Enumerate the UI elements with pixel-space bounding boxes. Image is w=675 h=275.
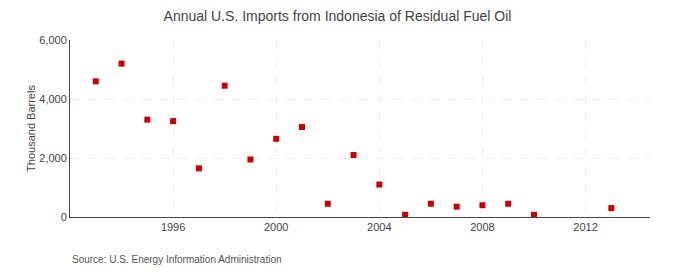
svg-text:2012: 2012 xyxy=(573,221,597,233)
svg-text:2004: 2004 xyxy=(367,221,391,233)
svg-text:2000: 2000 xyxy=(264,221,288,233)
svg-text:2008: 2008 xyxy=(470,221,494,233)
svg-text:Source: U.S. Energy Informatio: Source: U.S. Energy Information Administ… xyxy=(72,254,282,265)
svg-text:Thousand Barrels: Thousand Barrels xyxy=(25,85,37,172)
svg-text:1996: 1996 xyxy=(161,221,185,233)
svg-text:4,000: 4,000 xyxy=(39,93,67,105)
svg-text:Annual U.S. Imports from Indon: Annual U.S. Imports from Indonesia of Re… xyxy=(164,8,512,24)
svg-text:6,000: 6,000 xyxy=(39,34,67,46)
svg-text:2,000: 2,000 xyxy=(39,152,67,164)
svg-text:0: 0 xyxy=(61,211,67,223)
